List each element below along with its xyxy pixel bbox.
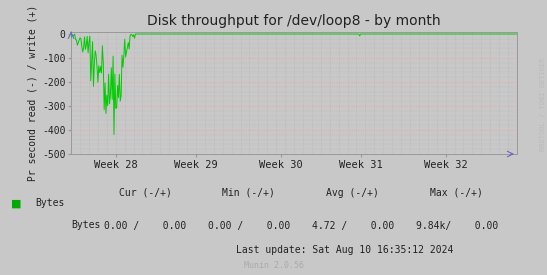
Text: 0.00 /    0.00: 0.00 / 0.00 xyxy=(208,221,290,230)
Text: 9.84k/    0.00: 9.84k/ 0.00 xyxy=(416,221,498,230)
Text: Max (-/+): Max (-/+) xyxy=(430,188,483,197)
Title: Disk throughput for /dev/loop8 - by month: Disk throughput for /dev/loop8 - by mont… xyxy=(147,14,441,28)
Text: Last update: Sat Aug 10 16:35:12 2024: Last update: Sat Aug 10 16:35:12 2024 xyxy=(236,245,453,255)
Y-axis label: Pr second read (-) / write (+): Pr second read (-) / write (+) xyxy=(28,5,38,181)
Text: Bytes: Bytes xyxy=(36,199,65,208)
Text: Avg (-/+): Avg (-/+) xyxy=(327,188,379,197)
Text: Cur (-/+): Cur (-/+) xyxy=(119,188,171,197)
Text: 0.00 /    0.00: 0.00 / 0.00 xyxy=(104,221,186,230)
Text: Munin 2.0.56: Munin 2.0.56 xyxy=(243,260,304,270)
Text: Bytes: Bytes xyxy=(71,221,101,230)
Text: 4.72 /    0.00: 4.72 / 0.00 xyxy=(312,221,394,230)
Text: RRDTOOL / TOBI OETIKER: RRDTOOL / TOBI OETIKER xyxy=(540,58,546,151)
Text: Min (-/+): Min (-/+) xyxy=(223,188,275,197)
Text: ■: ■ xyxy=(11,199,21,208)
